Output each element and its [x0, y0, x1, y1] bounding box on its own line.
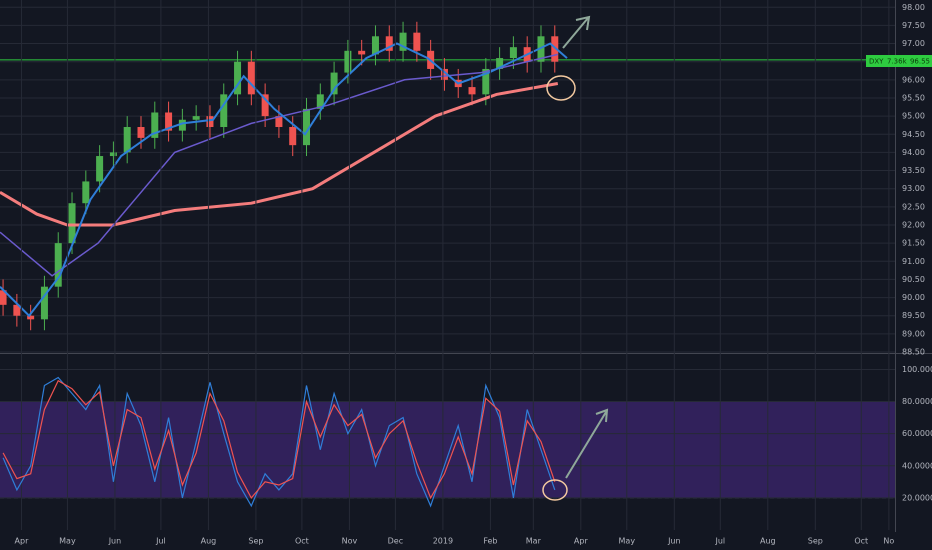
y-tick-label: 89.00: [902, 329, 925, 338]
moving-average: [0, 82, 559, 227]
x-tick-label: Apr: [574, 537, 589, 546]
x-tick-label: Nov: [342, 537, 358, 546]
price-label-box: [866, 55, 932, 67]
annotation-arrow: [562, 15, 591, 49]
annotation-circle: [542, 479, 568, 501]
y-tick-label: 88.50: [902, 348, 925, 357]
y-tick-label: 97.50: [902, 21, 925, 30]
x-tick-label: Oct: [854, 537, 868, 546]
candle-body: [385, 36, 393, 51]
y-tick-label: 91.00: [902, 257, 925, 266]
y-tick-label: 20.0000: [902, 493, 932, 502]
candle-body: [82, 181, 90, 204]
band: [0, 401, 895, 498]
x-tick-label: Sep: [808, 537, 823, 546]
x-tick-label: Jul: [714, 537, 725, 546]
x-tick-label: Jun: [667, 537, 681, 546]
moving-average: [0, 42, 568, 318]
x-tick-label: Apr: [15, 537, 30, 546]
x-tick-label: Aug: [760, 537, 776, 546]
candle-body: [137, 127, 145, 138]
annotation-circle: [546, 75, 576, 101]
x-tick-label: Mar: [526, 537, 542, 546]
y-tick-label: 89.50: [902, 311, 925, 320]
y-tick-label: 100.0000: [902, 365, 932, 374]
candle-body: [496, 58, 504, 69]
x-tick-label: Dec: [388, 537, 403, 546]
candle-body: [358, 50, 366, 55]
candle-body: [399, 32, 407, 51]
candle-body: [206, 116, 214, 128]
x-tick-label: Feb: [483, 537, 497, 546]
y-tick-label: 93.50: [902, 166, 925, 175]
y-tick-label: 98.00: [902, 3, 925, 12]
y-tick-label: 90.50: [902, 275, 925, 284]
y-tick-label: 80.0000: [902, 397, 932, 406]
candle-body: [123, 127, 131, 153]
candle-body: [13, 304, 21, 316]
y-tick-label: 92.50: [902, 202, 925, 211]
x-tick-label: Jul: [155, 537, 166, 546]
candle-body: [178, 119, 186, 131]
x-tick-label: No: [883, 537, 894, 546]
candle-body: [54, 243, 62, 287]
candle-body: [220, 94, 228, 128]
y-tick-label: 40.0000: [902, 461, 932, 470]
candle-body: [344, 50, 352, 73]
y-tick-label: 94.00: [902, 148, 925, 157]
y-tick-label: 90.00: [902, 293, 925, 302]
candle-body: [27, 315, 35, 320]
y-tick-label: 95.50: [902, 93, 925, 102]
volume-label: 7.36k: [887, 58, 908, 66]
y-tick-label: 94.50: [902, 130, 925, 139]
x-tick-label: Oct: [295, 537, 309, 546]
candle-body: [151, 112, 159, 138]
candle-body: [96, 156, 104, 182]
candle-body: [289, 127, 297, 146]
y-tick-label: 91.50: [902, 239, 925, 248]
candle-body: [261, 94, 269, 117]
candle-body: [40, 286, 48, 320]
candle-body: [275, 116, 283, 128]
x-tick-label: Sep: [248, 537, 263, 546]
y-tick-label: 93.00: [902, 184, 925, 193]
candle-body: [482, 68, 490, 95]
candle-body: [109, 152, 117, 157]
y-tick-label: 95.00: [902, 112, 925, 121]
candle-body: [0, 290, 7, 305]
x-tick-label: Aug: [201, 537, 217, 546]
candle-body: [371, 36, 379, 55]
candle-body: [247, 61, 255, 95]
candle-body: [330, 72, 338, 95]
y-tick-label: 96.00: [902, 75, 925, 84]
candle-body: [68, 203, 76, 244]
candle-body: [303, 108, 311, 146]
oscillator-line: [2, 379, 556, 500]
candle-body: [234, 61, 242, 95]
annotation-arrow: [565, 408, 609, 479]
candle-body: [440, 68, 448, 80]
last-price-label: 96.55: [910, 58, 930, 66]
x-tick-label: Jun: [108, 537, 122, 546]
x-tick-label: May: [59, 537, 76, 546]
x-tick-label: 2019: [433, 537, 453, 546]
candle-body: [509, 47, 517, 59]
candle-body: [316, 94, 324, 109]
oscillator-line: [2, 376, 556, 508]
symbol-label: DXY: [869, 58, 884, 66]
candle-body: [551, 36, 559, 62]
candle-body: [192, 116, 200, 120]
candle-body: [413, 32, 421, 51]
candle-body: [468, 87, 476, 95]
y-tick-label: 92.00: [902, 220, 925, 229]
candle-body: [165, 112, 173, 131]
x-tick-label: May: [619, 537, 636, 546]
y-tick-label: 97.00: [902, 39, 925, 48]
y-tick-label: 60.0000: [902, 429, 932, 438]
